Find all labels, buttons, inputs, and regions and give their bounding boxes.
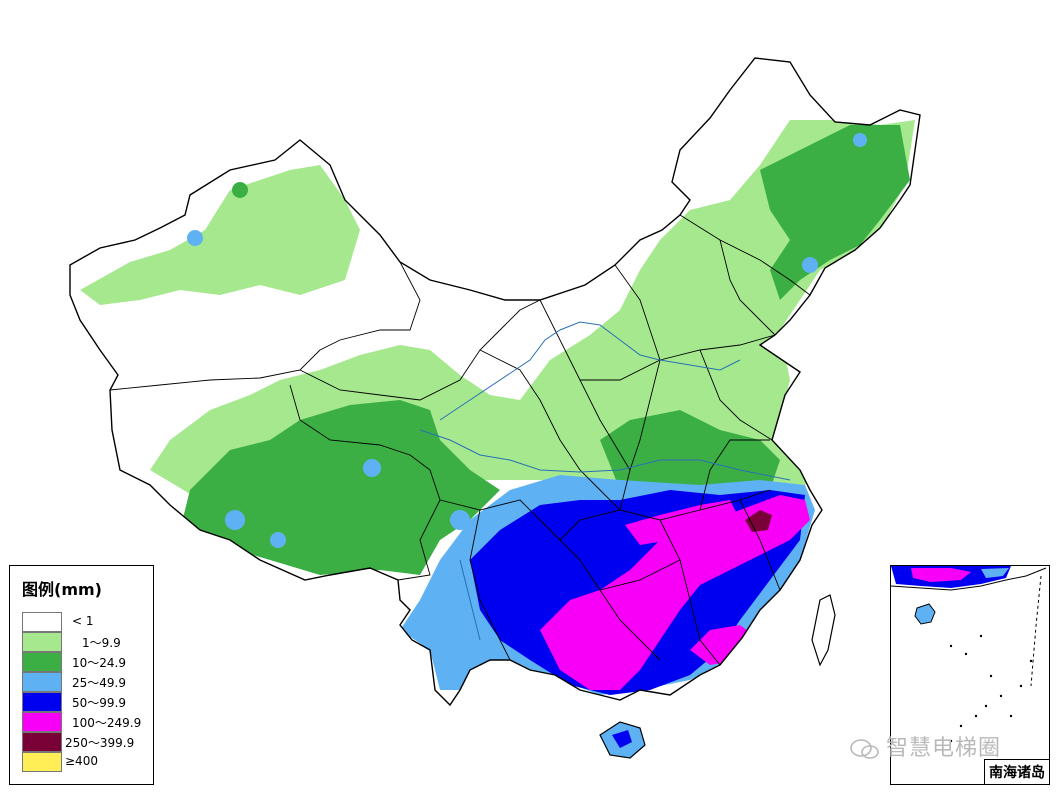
legend-swatch xyxy=(22,652,62,672)
legend-label: 250～399.9 xyxy=(65,736,135,750)
south-china-sea-inset: 南海诸岛 xyxy=(890,565,1050,785)
legend-item: < 1 xyxy=(22,612,152,632)
legend: 图例(mm) < 1 1～9.9 10～24.9 25～49.9 50～99.9… xyxy=(9,565,154,785)
legend-swatch xyxy=(22,692,62,712)
legend-swatch xyxy=(22,732,62,752)
legend-label: 1～9.9 xyxy=(82,636,121,650)
legend-swatch xyxy=(22,632,62,652)
legend-label: 25～49.9 xyxy=(72,676,126,690)
legend-swatch xyxy=(22,712,62,732)
legend-item: 50～99.9 xyxy=(22,692,152,712)
legend-title: 图例(mm) xyxy=(22,580,102,599)
legend-item: 250～399.9 xyxy=(22,732,152,752)
legend-item: 10～24.9 xyxy=(22,652,152,672)
watermark-text: 智慧电梯圈 xyxy=(886,736,1002,761)
inset-label: 南海诸岛 xyxy=(984,759,1049,784)
legend-swatch xyxy=(22,672,62,692)
watermark: 智慧电梯圈 xyxy=(850,730,1001,762)
wechat-icon xyxy=(850,739,879,759)
legend-item: ≥400 xyxy=(22,752,152,772)
legend-label: ≥400 xyxy=(65,754,98,768)
legend-item: 1～9.9 xyxy=(22,632,152,652)
legend-item: 100～249.9 xyxy=(22,712,152,732)
legend-label: 10～24.9 xyxy=(72,656,126,670)
legend-label: 50～99.9 xyxy=(72,696,126,710)
legend-label: < 1 xyxy=(72,614,94,628)
legend-swatch xyxy=(22,752,62,772)
legend-item: 25～49.9 xyxy=(22,672,152,692)
legend-swatch xyxy=(22,612,62,632)
inset-map xyxy=(891,566,1047,743)
legend-label: 100～249.9 xyxy=(72,716,142,730)
